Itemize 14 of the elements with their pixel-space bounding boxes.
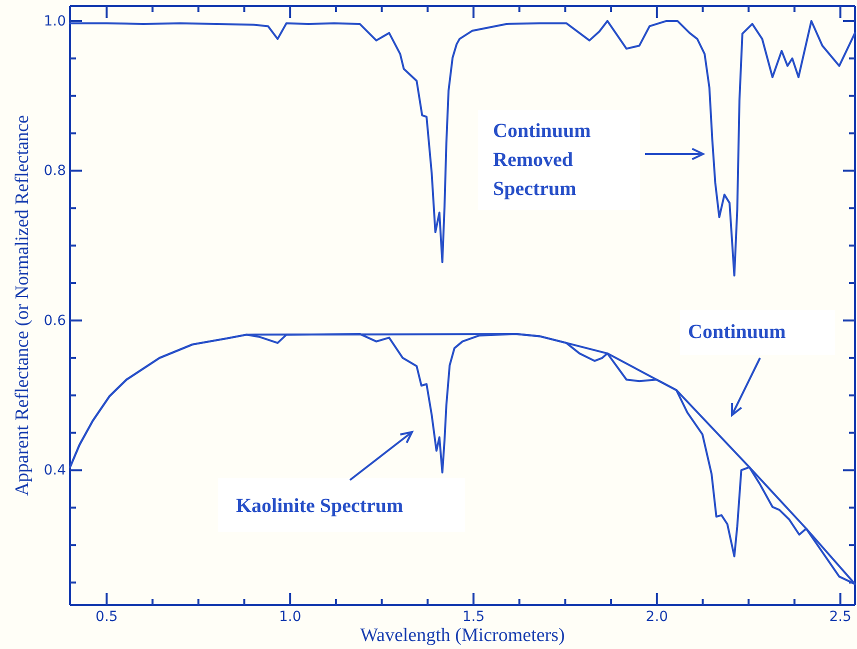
y-axis-title: Apparent Reflectance (or Normalized Reflectance (12, 115, 33, 496)
y-tick-label: 1.0 (44, 13, 66, 30)
x-tick-label: 2.5 (829, 608, 852, 625)
y-tick-label: 0.4 (44, 462, 66, 479)
x-tick-label: 2.0 (646, 608, 668, 625)
x-tick-label: 1.5 (462, 608, 485, 625)
y-tick-label: 0.6 (44, 312, 66, 329)
x-axis-title: Wavelength (Micrometers) (360, 625, 565, 646)
text: Continuum Removed Spectrum (493, 120, 592, 200)
y-tick-label: 0.8 (44, 163, 66, 180)
x-tick-label: 0.5 (96, 608, 118, 625)
x-tick-label: 1.0 (278, 608, 302, 625)
text: Continuum (688, 321, 786, 343)
legend-label: Kaolinite Spectrum (236, 495, 404, 517)
